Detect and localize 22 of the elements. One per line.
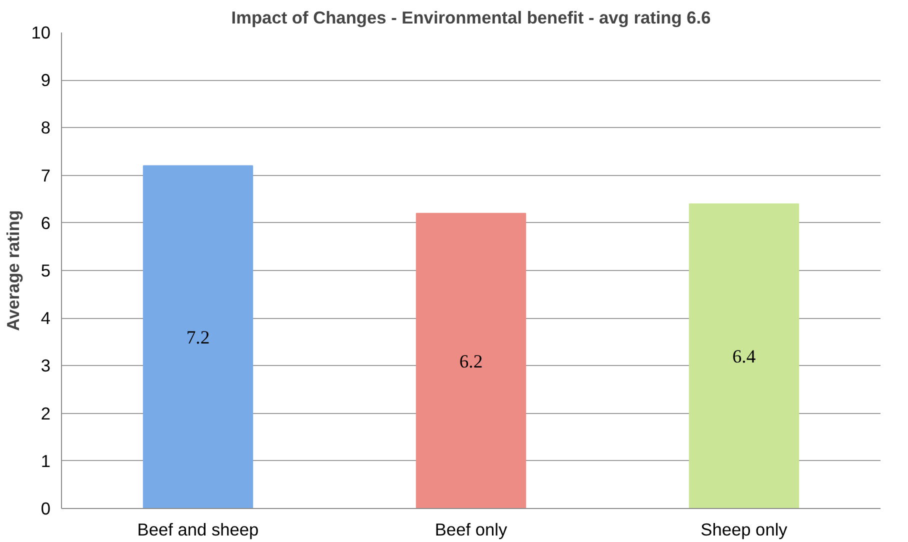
y-tick-label: 7	[40, 165, 51, 186]
y-tick-label: 1	[40, 450, 51, 471]
bar	[416, 212, 526, 508]
bar	[142, 165, 254, 508]
data-label: 7.2	[186, 328, 210, 349]
y-tick-label: 8	[40, 118, 51, 138]
y-tick-label: 3	[40, 356, 51, 376]
data-label: 6.2	[459, 351, 483, 372]
y-tick-label: 9	[40, 70, 51, 90]
x-tick-label: Beef only	[434, 520, 508, 540]
y-tick-label: 2	[40, 403, 51, 424]
x-tick-label: Sheep only	[700, 520, 788, 540]
x-tick-label: Beef and sheep	[137, 520, 259, 540]
y-tick-label: 6	[40, 212, 51, 233]
data-label: 6.4	[732, 346, 756, 368]
y-tick-label: 10	[31, 22, 51, 42]
y-tick-label: 0	[40, 498, 51, 518]
y-axis-title: Average rating	[3, 210, 24, 331]
y-tick-label: 5	[40, 260, 51, 280]
y-tick-label: 4	[40, 308, 51, 328]
bar	[688, 203, 800, 508]
chart-title: Impact of Changes - Environmental benefit - avg rating 6.6	[231, 8, 712, 28]
